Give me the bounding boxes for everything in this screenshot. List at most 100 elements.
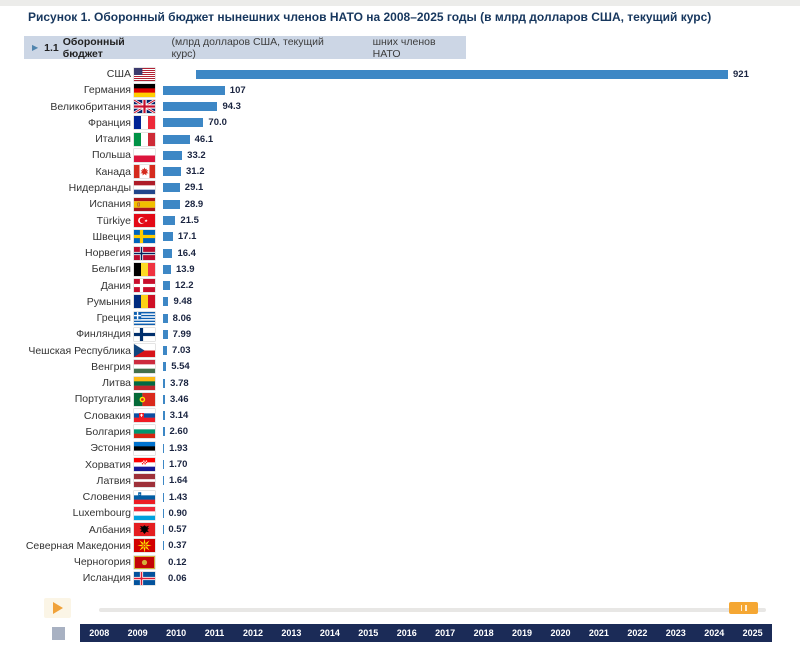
value-bar[interactable] (163, 378, 166, 388)
year-2017[interactable]: 2017 (435, 628, 456, 638)
value-bar[interactable] (163, 118, 204, 128)
value-label: 0.57 (168, 524, 187, 536)
value-bar[interactable] (163, 313, 168, 323)
value-bar[interactable] (163, 248, 173, 258)
country-row: Германия 107 (24, 82, 794, 98)
year-2016[interactable]: 2016 (396, 628, 417, 638)
country-flag-icon (134, 474, 155, 488)
figure-title: Рисунок 1. Оборонный бюджет нынешних чле… (28, 10, 712, 24)
year-2019[interactable]: 2019 (512, 628, 533, 638)
country-label: Исландия (82, 572, 131, 585)
country-label: Греция (96, 312, 131, 325)
value-bar[interactable] (163, 329, 168, 339)
value-bar[interactable] (163, 476, 164, 486)
year-2012[interactable]: 2012 (242, 628, 263, 638)
country-flag-icon (134, 458, 155, 471)
value-label: 3.14 (169, 410, 189, 422)
country-labelwrap: Португалия (24, 392, 155, 406)
year-2018[interactable]: 2018 (473, 628, 494, 638)
year-2014[interactable]: 2014 (319, 628, 340, 638)
value-bar[interactable] (163, 411, 165, 421)
value-label: 921 (733, 68, 749, 80)
value-bar[interactable] (163, 150, 183, 160)
country-label: Венгрия (91, 360, 131, 373)
country-labelwrap: Италия (24, 132, 155, 146)
year-2020[interactable]: 2020 (550, 628, 571, 638)
value-label: 1.64 (168, 475, 188, 487)
value-bar[interactable] (163, 346, 168, 356)
value-bar[interactable] (163, 427, 165, 437)
country-row: Нидерланды 29.1 (24, 180, 794, 196)
value-label: 0.06 (168, 572, 187, 584)
bar-area: 0.06 (163, 573, 794, 584)
value-bar[interactable] (163, 216, 176, 226)
country-flag-icon (134, 490, 155, 504)
value-bar[interactable] (163, 297, 169, 307)
country-label: Португалия (74, 393, 131, 406)
country-labelwrap: США (24, 67, 188, 81)
country-labelwrap: Нидерланды (24, 181, 155, 195)
year-2022[interactable]: 2022 (627, 628, 648, 638)
country-labelwrap: Великобритания (24, 100, 155, 114)
value-label: 13.9 (176, 263, 195, 275)
value-bar[interactable] (163, 443, 165, 453)
value-bar[interactable] (196, 69, 728, 79)
value-bar[interactable] (163, 85, 225, 95)
year-2010[interactable]: 2010 (166, 628, 187, 638)
country-flag-icon (134, 376, 155, 390)
year-2015[interactable]: 2015 (358, 628, 379, 638)
country-label: Словакия (83, 409, 131, 422)
value-bar[interactable] (163, 281, 171, 291)
value-bar[interactable] (163, 508, 164, 518)
year-2021[interactable]: 2021 (588, 628, 609, 638)
country-labelwrap: Северная Македония (24, 539, 155, 553)
country-label: Türkiye (96, 214, 131, 227)
value-bar[interactable] (163, 102, 218, 112)
section-header[interactable]: ▶ 1.1 Оборонный бюджет (млрд долларов СШ… (24, 35, 466, 60)
value-bar[interactable] (163, 394, 165, 404)
value-bar[interactable] (163, 183, 180, 193)
bar-area: 2.60 (163, 426, 794, 437)
country-label: Албания (88, 523, 131, 536)
bar-area: 7.03 (163, 345, 794, 356)
year-2023[interactable]: 2023 (665, 628, 686, 638)
value-bar[interactable] (163, 199, 180, 209)
bar-area: 70.0 (163, 117, 794, 128)
country-row: Албания 0.57 (24, 521, 794, 537)
section-title: Оборонный бюджет (62, 35, 125, 60)
country-flag-icon (134, 441, 155, 455)
country-flag-icon (134, 197, 155, 211)
value-bar[interactable] (163, 264, 172, 274)
year-2009[interactable]: 2009 (127, 628, 148, 638)
country-row: США 921 (24, 66, 794, 82)
value-bar[interactable] (163, 460, 164, 469)
year-2024[interactable]: 2024 (704, 628, 725, 638)
value-bar[interactable] (163, 362, 167, 372)
bar-area: 3.14 (163, 410, 794, 421)
value-bar[interactable] (163, 134, 190, 144)
year-2011[interactable]: 2011 (204, 628, 225, 638)
value-bar[interactable] (163, 167, 182, 177)
year-2025[interactable]: 2025 (742, 628, 763, 638)
stop-square-icon[interactable] (52, 627, 65, 640)
value-bar[interactable] (163, 232, 173, 242)
year-2013[interactable]: 2013 (281, 628, 302, 638)
bar-area: 17.1 (163, 231, 794, 242)
value-bar[interactable] (163, 492, 164, 502)
country-label: Норвегия (85, 247, 131, 260)
country-label: Нидерланды (68, 181, 131, 194)
country-row: Венгрия 5.54 (24, 359, 794, 375)
country-row: Черногория 0.12 (24, 554, 794, 570)
country-labelwrap: Luxembourg (24, 506, 155, 520)
country-labelwrap: Финляндия (24, 327, 155, 341)
bar-area: 3.46 (163, 394, 794, 405)
play-button[interactable] (44, 598, 71, 618)
value-label: 5.54 (171, 361, 190, 373)
country-label: Болгария (85, 425, 131, 438)
country-label: Польша (91, 149, 131, 162)
timeline-slider-track[interactable] (99, 608, 766, 612)
timeline-slider-handle[interactable] (729, 602, 758, 614)
value-label: 94.3 (222, 101, 241, 113)
value-label: 31.2 (186, 166, 205, 178)
year-2008[interactable]: 2008 (89, 628, 110, 638)
